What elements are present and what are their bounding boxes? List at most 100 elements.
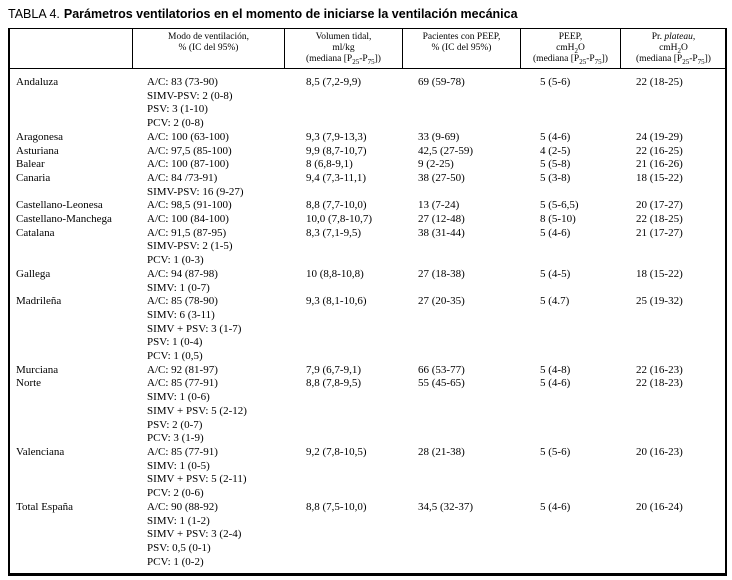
pacientes-peep-value: 9 (2-25) (418, 158, 454, 171)
mode-line: SIMV + PSV: 3 (2-4) (147, 528, 242, 541)
peep-value: 5 (4-6) (540, 500, 571, 513)
ventilation-modes: A/C: 100 (87-100) (133, 158, 285, 172)
mode-line: A/C: 85 (77-91) (147, 377, 218, 390)
mode-line: A/C: 100 (63-100) (147, 130, 229, 143)
mode-line: PSV: 0,5 (0-1) (147, 541, 211, 554)
peep-value: 5 (3-8) (540, 171, 571, 184)
peep-value: 5 (5-6,5) (540, 199, 579, 212)
volumen-tidal-value: 8,5 (7,2-9,9) (306, 76, 361, 88)
column-header-modo: Modo de ventilación,% (IC del 95%) (133, 29, 285, 68)
pacientes-peep-value: 38 (27-50) (418, 171, 465, 184)
column-header-pacientes_peep: Pacientes con PEEP,% (IC del 95%) (403, 29, 521, 68)
region-name: Balear (16, 158, 45, 171)
ventilation-modes: A/C: 85 (77-91) SIMV: 1 (0-5) SIMV + PSV: … (133, 446, 285, 501)
table-body: Andaluza A/C: 83 (73-90) SIMV-PSV: 2 (0-8)… (10, 69, 725, 573)
volumen-tidal-value: 9,9 (8,7-10,7) (306, 144, 367, 157)
ventilation-modes: A/C: 100 (63-100) (133, 131, 285, 145)
table-row: Catalana A/C: 91,5 (87-95) SIMV-PSV: 2 (1-… (10, 227, 725, 268)
region-name: Castellano-Manchega (16, 213, 112, 226)
volumen-tidal-value: 8,8 (7,8-9,5) (306, 377, 361, 390)
volumen-tidal-value: 9,3 (7,9-13,3) (306, 130, 367, 143)
plateau-value: 20 (17-27) (636, 199, 683, 212)
peep-value: 4 (2-5) (540, 144, 571, 157)
mode-line: SIMV: 1 (1-2) (147, 514, 210, 527)
volumen-tidal-value: 10 (8,8-10,8) (306, 267, 364, 280)
plateau-value: 18 (15-22) (636, 267, 683, 280)
volumen-tidal-value: 7,9 (6,7-9,1) (306, 363, 361, 376)
table-row: Castellano-Leonesa A/C: 98,5 (91-100) 8,8 … (10, 199, 725, 213)
pacientes-peep-value: 28 (21-38) (418, 445, 465, 458)
plateau-value: 22 (18-25) (636, 76, 683, 88)
table-row: Valenciana A/C: 85 (77-91) SIMV: 1 (0-5) SI… (10, 446, 725, 501)
table-number-label: TABLA 4. (8, 7, 60, 21)
table-row: Madrileña A/C: 85 (78-90) SIMV: 6 (3-11) SI… (10, 295, 725, 364)
mode-line: PSV: 3 (1-10) (147, 103, 208, 116)
table-row: Asturiana A/C: 97,5 (85-100) 9,9 (8,7-10,7… (10, 145, 725, 159)
peep-value: 5 (4-6) (540, 377, 571, 390)
peep-value: 8 (5-10) (540, 213, 576, 226)
ventilation-modes: A/C: 91,5 (87-95) SIMV-PSV: 2 (1-5) PCV: 1… (133, 227, 285, 268)
pacientes-peep-value: 55 (45-65) (418, 377, 465, 390)
region-name: Castellano-Leonesa (16, 199, 103, 212)
mode-line: SIMV: 1 (0-5) (147, 459, 210, 472)
mode-line: A/C: 90 (88-92) (147, 500, 218, 513)
mode-line: A/C: 94 (87-98) (147, 267, 218, 280)
pacientes-peep-value: 27 (18-38) (418, 267, 465, 280)
mode-line: A/C: 85 (77-91) (147, 445, 218, 458)
region-name: Aragonesa (16, 130, 64, 143)
peep-value: 5 (4.7) (540, 295, 570, 308)
plateau-value: 20 (16-24) (636, 500, 683, 513)
pacientes-peep-value: 38 (31-44) (418, 226, 465, 239)
pacientes-peep-value: 33 (9-69) (418, 130, 460, 143)
ventilation-modes: A/C: 92 (81-97) (133, 364, 285, 378)
table-row: Balear A/C: 100 (87-100) 8 (6,8-9,1) 9 (2-2… (10, 158, 725, 172)
plateau-value: 21 (16-26) (636, 158, 683, 171)
ventilation-modes: A/C: 84 /73-91) SIMV-PSV: 16 (9-27) (133, 172, 285, 199)
peep-value: 5 (4-5) (540, 267, 571, 280)
volumen-tidal-value: 8 (6,8-9,1) (306, 158, 353, 171)
plateau-value: 20 (16-23) (636, 445, 683, 458)
mode-line: A/C: 91,5 (87-95) (147, 226, 227, 239)
ventilation-modes: A/C: 94 (87-98) SIMV: 1 (0-7) (133, 268, 285, 295)
volumen-tidal-value: 9,3 (8,1-10,6) (306, 295, 367, 308)
column-header-region (10, 29, 133, 68)
plateau-value: 18 (15-22) (636, 171, 683, 184)
mode-line: PCV: 1 (0-3) (147, 254, 204, 267)
region-name: Andaluza (16, 76, 59, 88)
mode-line: A/C: 92 (81-97) (147, 363, 218, 376)
mode-line: SIMV-PSV: 16 (9-27) (147, 185, 244, 198)
volumen-tidal-value: 9,2 (7,8-10,5) (306, 445, 367, 458)
table-row: Canaria A/C: 84 /73-91) SIMV-PSV: 16 (9-27… (10, 172, 725, 199)
mode-line: PSV: 1 (0-4) (147, 336, 203, 349)
region-name: Gallega (16, 267, 51, 280)
plateau-value: 24 (19-29) (636, 130, 683, 143)
pacientes-peep-value: 66 (53-77) (418, 363, 465, 376)
volumen-tidal-value: 9,4 (7,3-11,1) (306, 171, 367, 184)
mode-line: A/C: 85 (78-90) (147, 295, 218, 308)
mode-line: A/C: 98,5 (91-100) (147, 199, 232, 212)
pacientes-peep-value: 42,5 (27-59) (418, 144, 473, 157)
peep-value: 5 (4-6) (540, 130, 571, 143)
mode-line: SIMV-PSV: 2 (0-8) (147, 89, 233, 102)
mode-line: SIMV: 1 (0-6) (147, 391, 210, 404)
mode-line: PCV: 1 (0-2) (147, 555, 204, 568)
mode-line: SIMV + PSV: 3 (1-7) (147, 322, 242, 335)
peep-value: 5 (5-8) (540, 158, 571, 171)
peep-value: 5 (5-6) (540, 445, 571, 458)
plateau-value: 21 (17-27) (636, 226, 683, 239)
peep-value: 5 (4-6) (540, 226, 571, 239)
mode-line: A/C: 100 (84-100) (147, 213, 229, 226)
volumen-tidal-value: 10,0 (7,8-10,7) (306, 213, 372, 226)
mode-line: A/C: 100 (87-100) (147, 158, 229, 171)
pacientes-peep-value: 34,5 (32-37) (418, 500, 473, 513)
mode-line: PSV: 2 (0-7) (147, 418, 203, 431)
column-header-peep: PEEP, cmH2O (mediana [P25-P75]) (521, 29, 621, 68)
mode-line: SIMV + PSV: 5 (2-12) (147, 404, 247, 417)
mode-line: A/C: 97,5 (85-100) (147, 144, 232, 157)
plateau-value: 22 (16-23) (636, 363, 683, 376)
region-name: Catalana (16, 226, 55, 239)
ventilation-modes: A/C: 83 (73-90) SIMV-PSV: 2 (0-8) PSV: 3 (… (133, 76, 285, 131)
mode-line: A/C: 84 /73-91) (147, 171, 218, 184)
mode-line: PCV: 2 (0-6) (147, 487, 204, 500)
table-row: Total España A/C: 90 (88-92) SIMV: 1 (1-2)… (10, 501, 725, 570)
